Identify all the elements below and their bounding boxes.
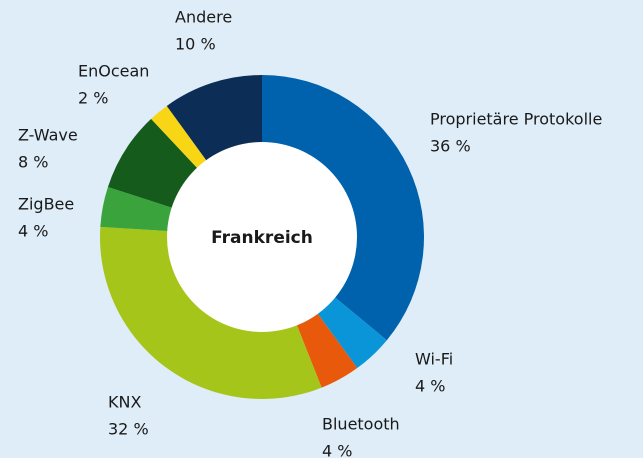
donut-hole: [167, 142, 357, 332]
slice-label: Z-Wave: [18, 126, 78, 145]
slice-value: 4 %: [322, 442, 352, 458]
slice-label: KNX: [108, 393, 141, 412]
donut-slice: [99, 226, 322, 399]
slice-value: 2 %: [78, 89, 108, 108]
slice-label: EnOcean: [78, 62, 149, 81]
donut-slice: [262, 75, 425, 341]
slice-value: 4 %: [18, 222, 48, 241]
slice-label: Bluetooth: [322, 415, 400, 434]
donut-slice: [296, 312, 358, 388]
donut-slice: [107, 118, 199, 209]
slice-label: ZigBee: [18, 195, 74, 214]
slice-value: 8 %: [18, 153, 48, 172]
donut-slice: [100, 186, 174, 232]
donut-slice: [316, 296, 387, 369]
slice-value: 32 %: [108, 420, 149, 439]
donut-slice: [151, 105, 208, 170]
slice-label: Wi-Fi: [415, 350, 453, 369]
slice-value: 4 %: [415, 377, 445, 396]
center-label: Frankreich: [211, 228, 313, 248]
donut-slice: [166, 75, 262, 162]
slice-value: 36 %: [430, 137, 471, 156]
slice-value: 10 %: [175, 35, 216, 54]
slice-label: Proprietäre Protokolle: [430, 110, 602, 129]
slice-label: Andere: [175, 8, 232, 27]
